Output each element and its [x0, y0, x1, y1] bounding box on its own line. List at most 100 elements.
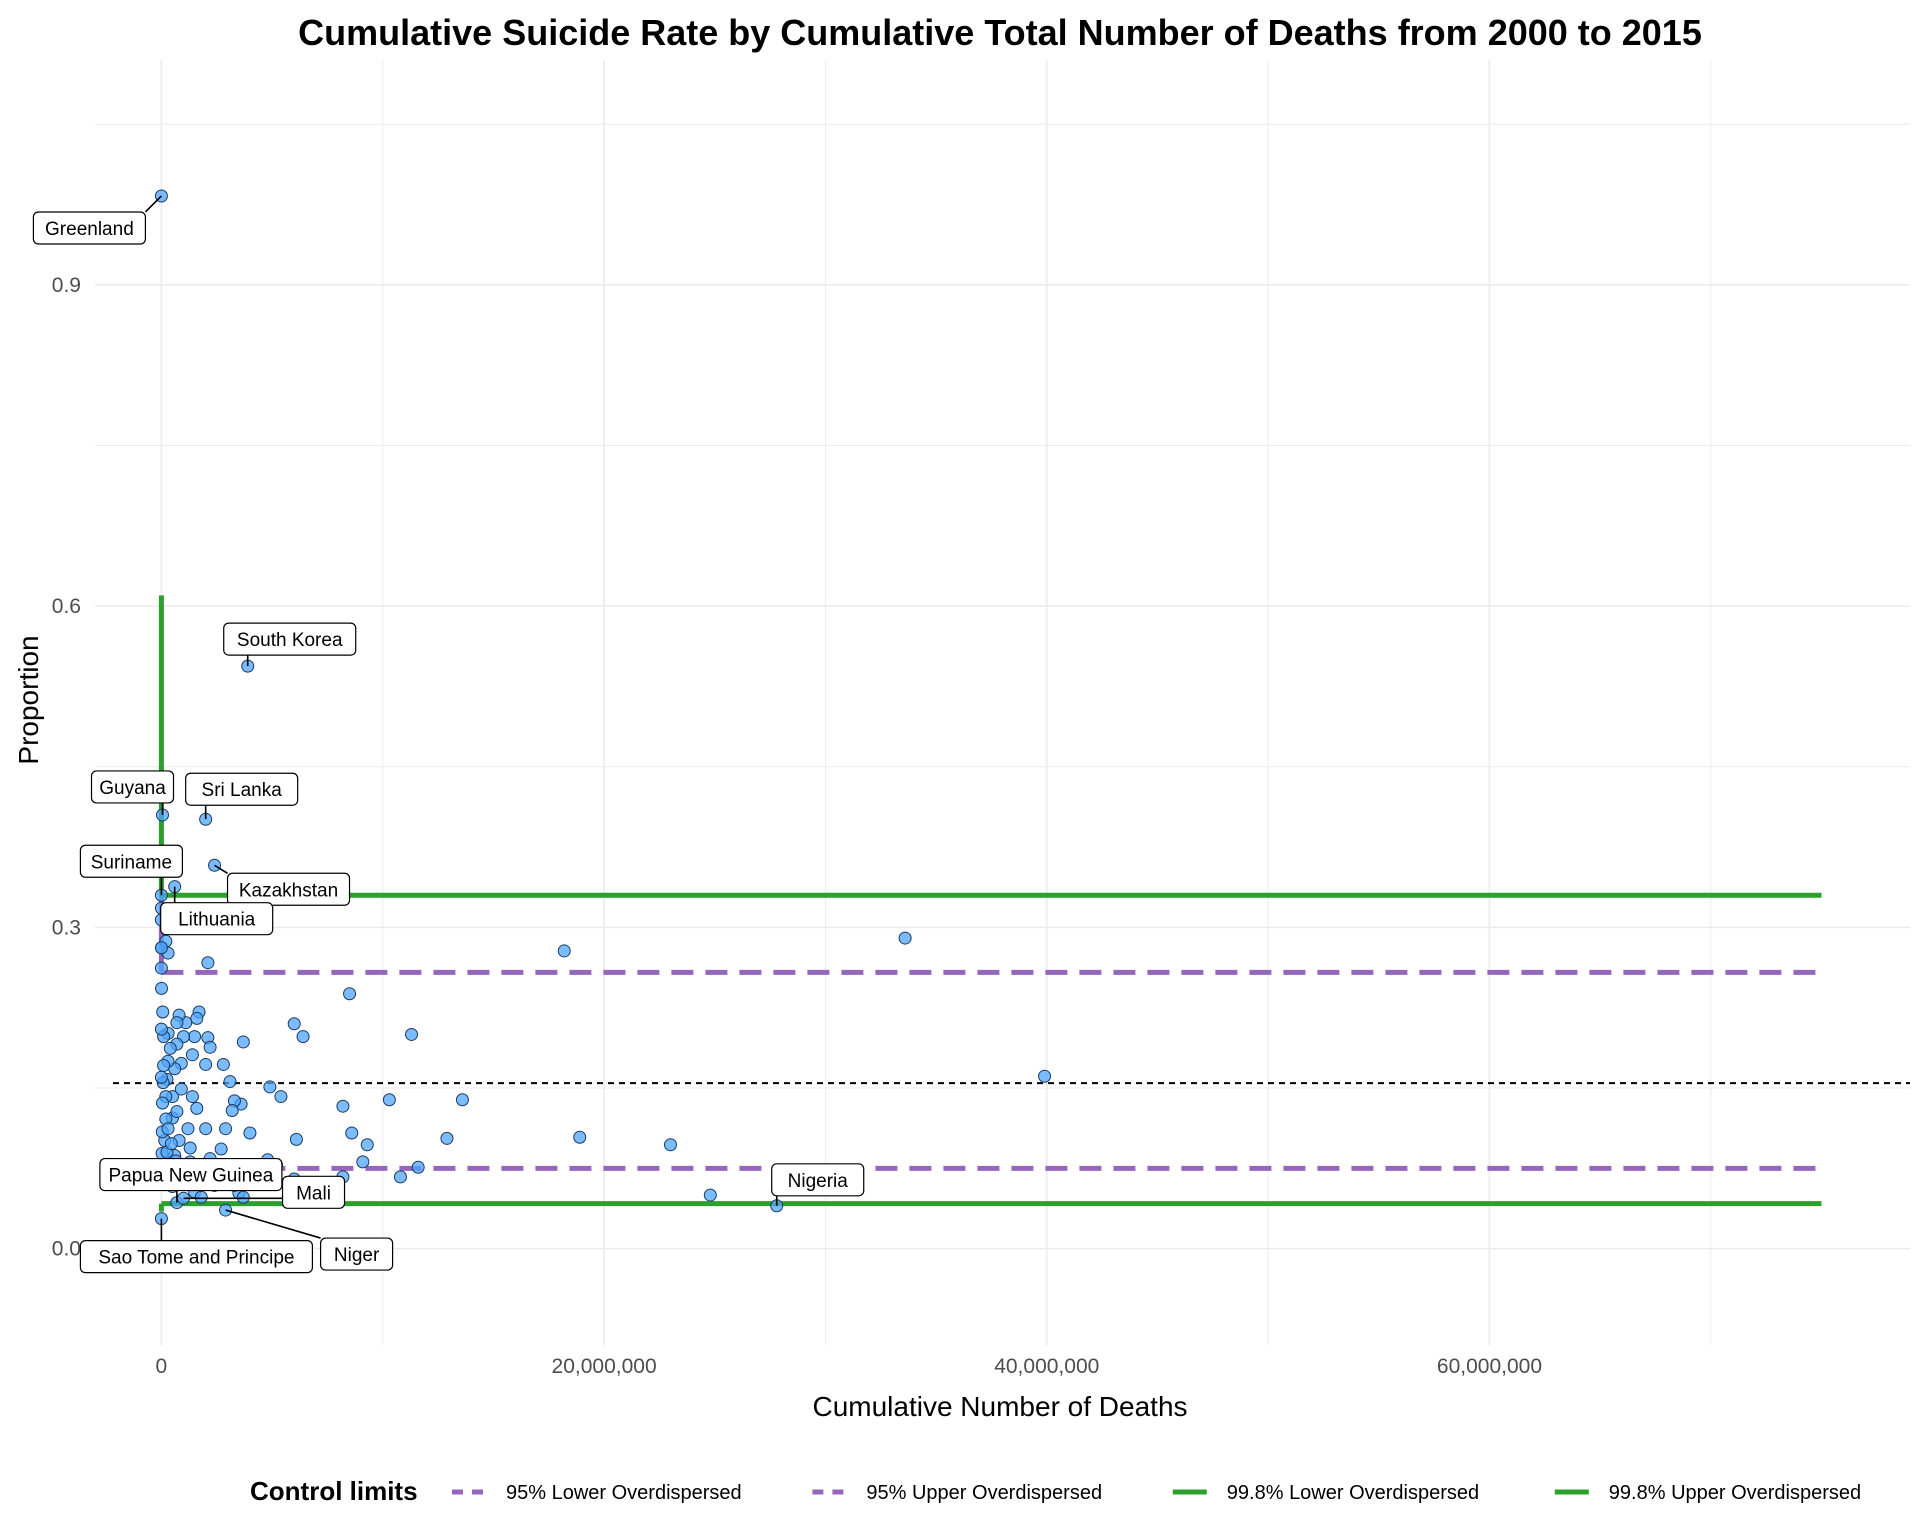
data-point — [185, 1090, 199, 1104]
data-point — [236, 1190, 250, 1204]
data-point — [243, 1126, 257, 1140]
data-point — [163, 1041, 177, 1055]
data-point — [225, 1103, 239, 1117]
data-point — [154, 961, 168, 975]
data-point — [156, 1096, 170, 1110]
data-point — [336, 1099, 350, 1113]
data-point — [203, 1040, 217, 1054]
data-point — [382, 1093, 396, 1107]
annotation-label: Guyana — [99, 778, 166, 799]
annotation-leader — [144, 195, 162, 213]
annotations: Greenland South Korea Guyana Sri Lanka Kazak… — [32, 195, 865, 1274]
data-point — [360, 1138, 374, 1152]
data-point — [1038, 1069, 1052, 1083]
axis-ticks: 0 20,000,000 40,000,000 60,000,000 0.0 0.3 0.6… — [52, 274, 1542, 1378]
data-point — [183, 1141, 197, 1155]
data-point — [164, 1137, 178, 1151]
data-point — [287, 1017, 301, 1031]
annotation-box — [32, 211, 147, 245]
data-point — [236, 1035, 250, 1049]
data-point — [181, 1122, 195, 1136]
data-point — [155, 981, 169, 995]
data-point — [199, 1057, 213, 1071]
data-point — [185, 1048, 199, 1062]
annotation-label: Niger — [334, 1245, 380, 1266]
data-point — [343, 987, 357, 1001]
data-point — [174, 1082, 188, 1096]
data-point — [356, 1155, 370, 1169]
annotation-box — [79, 844, 184, 878]
annotation-leader — [225, 1209, 321, 1239]
data-point — [154, 941, 168, 955]
data-point — [223, 1075, 237, 1089]
annotation-box — [223, 622, 357, 656]
legend-label: 95% Upper Overdispersed — [866, 1482, 1102, 1504]
y-axis-title: Proportion — [13, 635, 44, 764]
annotation-box — [79, 1240, 314, 1274]
data-point — [170, 1016, 184, 1030]
data-point — [289, 1132, 303, 1146]
annotation-label: Greenland — [45, 219, 134, 240]
data-point — [440, 1131, 454, 1145]
annotation-box — [771, 1163, 865, 1197]
data-point — [214, 1142, 228, 1156]
reference-lines — [113, 595, 1910, 1212]
annotation-label: Sri Lanka — [202, 780, 283, 801]
annotation-leader — [214, 864, 228, 874]
annotation-label: South Korea — [237, 630, 343, 651]
annotation-box — [281, 1175, 346, 1209]
annotation-label: Nigeria — [788, 1171, 849, 1192]
data-point — [898, 931, 912, 945]
data-point — [199, 1122, 213, 1136]
data-points — [154, 189, 1052, 1226]
data-point — [190, 1101, 204, 1115]
annotation-label: Kazakhstan — [239, 880, 338, 901]
data-point — [296, 1030, 310, 1044]
annotation-label: Sao Tome and Principe — [98, 1248, 294, 1269]
data-point — [573, 1130, 587, 1144]
legend: Control limits 95% Lower Overdispersed 95… — [250, 1476, 1861, 1506]
x-tick-label: 60,000,000 — [1437, 1355, 1542, 1378]
data-point — [219, 1122, 233, 1136]
chart-title: Cumulative Suicide Rate by Cumulative To… — [298, 12, 1702, 53]
data-point — [156, 1005, 170, 1019]
annotation-label: Mali — [296, 1183, 331, 1204]
y-tick-label: 0.9 — [52, 274, 81, 297]
data-point — [201, 956, 215, 970]
annotation-label: Lithuania — [178, 910, 256, 931]
data-point — [216, 1057, 230, 1071]
annotation-box — [185, 772, 299, 806]
legend-title: Control limits — [250, 1476, 418, 1506]
data-point — [455, 1093, 469, 1107]
x-tick-label: 40,000,000 — [994, 1355, 1099, 1378]
data-point — [663, 1138, 677, 1152]
data-point — [154, 1070, 168, 1084]
data-point — [161, 1122, 175, 1136]
data-point — [557, 944, 571, 958]
y-tick-label: 0.6 — [52, 595, 81, 618]
data-point — [405, 1027, 419, 1041]
data-point — [345, 1126, 359, 1140]
annotation-label: Suriname — [91, 852, 172, 873]
data-point — [170, 1105, 184, 1119]
data-point — [154, 1022, 168, 1036]
x-tick-label: 20,000,000 — [552, 1355, 657, 1378]
annotation-box — [226, 872, 351, 906]
x-tick-label: 0 — [156, 1355, 168, 1378]
annotation-label: Papua New Guinea — [109, 1166, 274, 1187]
annotation-box — [90, 770, 175, 804]
data-point — [188, 1030, 202, 1044]
x-axis-title: Cumulative Number of Deaths — [812, 1391, 1187, 1422]
grid-lines — [95, 60, 1910, 1345]
legend-label: 99.8% Upper Overdispersed — [1609, 1482, 1861, 1504]
annotation-box — [99, 1157, 283, 1192]
data-point — [263, 1080, 277, 1094]
y-tick-label: 0.0 — [52, 1238, 81, 1261]
y-tick-label: 0.3 — [52, 916, 81, 939]
data-point — [393, 1170, 407, 1184]
data-point — [157, 1059, 171, 1073]
legend-label: 95% Lower Overdispersed — [506, 1482, 742, 1504]
annotation-box — [319, 1237, 394, 1271]
annotation-box — [160, 902, 274, 936]
